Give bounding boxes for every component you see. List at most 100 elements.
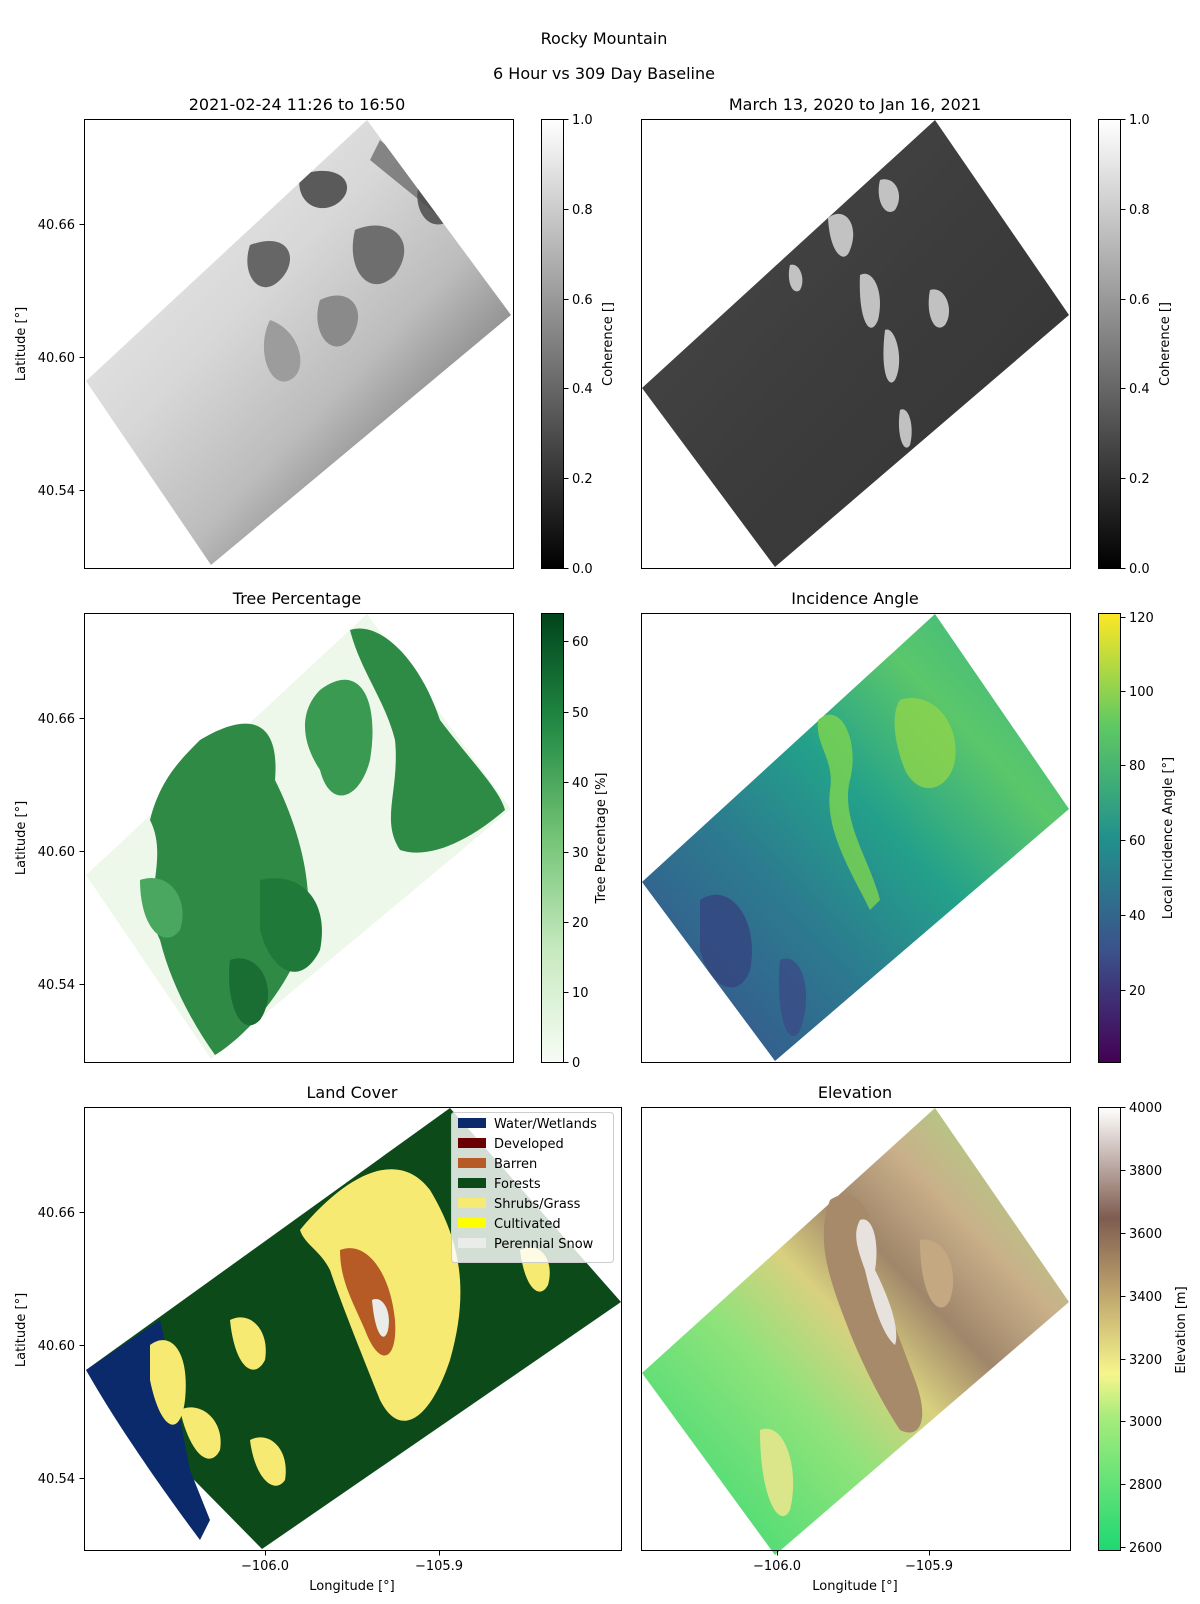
legend-entry: Shrubs/Grass — [494, 1197, 581, 1212]
x-tick-label: −105.9 — [415, 1559, 463, 1574]
colorbar-ticks: 0.0 0.2 0.4 0.6 0.8 1.0 — [563, 113, 593, 577]
legend-frame — [451, 1112, 614, 1263]
panel-incidence-angle: Incidence Angle 20 40 60 80 100 120 Loca… — [641, 589, 1176, 1063]
legend-swatch-water-wetlands — [458, 1118, 486, 1128]
panel-title: Elevation — [818, 1083, 892, 1102]
legend-swatch-shrubs-grass — [458, 1198, 486, 1208]
colorbar-tick-label: 80 — [1129, 759, 1146, 774]
colorbar-tick-label: 40 — [572, 776, 589, 791]
coherence-map-raster — [86, 120, 511, 565]
colorbar-tick-label: 4000 — [1129, 1101, 1162, 1116]
colorbar — [541, 119, 564, 569]
colorbar-tick-label: 1.0 — [1129, 113, 1150, 128]
colorbar-tick-label: 0 — [572, 1056, 580, 1071]
legend: Water/Wetlands Developed Barren Forests … — [451, 1112, 614, 1263]
x-tick-label: −106.0 — [241, 1559, 289, 1574]
colorbar-tick-label: 0.0 — [572, 562, 593, 577]
colorbar-label: Elevation [m] — [1174, 1286, 1189, 1373]
x-tick-label: −105.9 — [905, 1559, 953, 1574]
y-ticks: 40.66 40.60 40.54 — [38, 1206, 85, 1487]
y-tick-label: 40.54 — [38, 484, 75, 499]
legend-entry: Perennial Snow — [494, 1237, 594, 1252]
axes-frame — [641, 1107, 1071, 1551]
colorbar-tick-label: 3200 — [1129, 1353, 1162, 1368]
colorbar-tick-label: 0.4 — [1129, 382, 1150, 397]
figure-subtitle: 6 Hour vs 309 Day Baseline — [493, 64, 715, 83]
colorbar-label: Local Incidence Angle [°] — [1161, 757, 1176, 919]
colorbar-tick-label: 120 — [1129, 611, 1154, 626]
panel-title: Incidence Angle — [791, 589, 919, 608]
legend-swatch-perennial-snow — [458, 1238, 486, 1248]
legend-entry: Water/Wetlands — [494, 1117, 597, 1132]
y-axis-label: Latitude [°] — [14, 307, 29, 381]
colorbar-tick-label: 10 — [572, 986, 589, 1001]
x-tick-label: −106.0 — [753, 1559, 801, 1574]
colorbar-tick-label: 2600 — [1129, 1541, 1162, 1556]
panel-coherence-6hour: 2021-02-24 11:26 to 16:50 40.66 40.60 40… — [14, 95, 616, 577]
colorbar-tick-label: 3000 — [1129, 1415, 1162, 1430]
coherence-bright-features — [788, 179, 950, 448]
panel-coherence-309day: March 13, 2020 to Jan 16, 2021 0.0 0.2 0… — [641, 95, 1173, 577]
y-ticks: 40.66 40.60 40.54 — [38, 218, 85, 499]
panel-title: Tree Percentage — [232, 589, 361, 608]
incidence-ridge-features — [700, 698, 956, 1037]
panel-title: Land Cover — [307, 1083, 398, 1102]
legend-swatch-cultivated — [458, 1218, 486, 1228]
axes-frame — [84, 1107, 622, 1551]
colorbar-tick-label: 20 — [1129, 984, 1146, 999]
y-tick-label: 40.66 — [38, 1206, 75, 1221]
colorbar-ticks: 0 10 20 30 40 50 60 — [563, 635, 589, 1071]
coherence-map-raster — [642, 120, 1069, 567]
colorbar-tick-label: 60 — [572, 635, 589, 650]
colorbar-tick-label: 30 — [572, 846, 589, 861]
legend-swatch-developed — [458, 1138, 486, 1148]
colorbar-tick-label: 20 — [572, 916, 589, 931]
colorbar-ticks: 20 40 60 80 100 120 — [1120, 611, 1154, 999]
colorbar — [1098, 119, 1121, 569]
colorbar-tick-label: 0.6 — [1129, 293, 1150, 308]
x-ticks: −106.0 −105.9 — [241, 1550, 463, 1574]
legend-entry: Barren — [494, 1157, 537, 1172]
x-axis-label: Longitude [°] — [309, 1579, 394, 1594]
colorbar-tick-label: 0.0 — [1129, 562, 1150, 577]
x-axis-label: Longitude [°] — [812, 1579, 897, 1594]
colorbar-tick-label: 3800 — [1129, 1164, 1162, 1179]
panel-elevation: Elevation −106.0 −105.9 Longitude [°] 26 — [641, 1083, 1189, 1594]
colorbar — [1098, 1107, 1121, 1551]
colorbar-tick-label: 100 — [1129, 685, 1154, 700]
colorbar — [541, 613, 564, 1063]
axes-frame — [84, 119, 514, 569]
x-ticks: −106.0 −105.9 — [753, 1550, 953, 1574]
legend-swatch-forests — [458, 1178, 486, 1188]
y-tick-label: 40.60 — [38, 845, 75, 860]
colorbar-tick-label: 0.8 — [572, 203, 593, 218]
colorbar-label: Tree Percentage [%] — [594, 773, 609, 905]
colorbar-tick-label: 3600 — [1129, 1227, 1162, 1242]
colorbar-ticks: 0.0 0.2 0.4 0.6 0.8 1.0 — [1120, 113, 1150, 577]
axes-frame — [84, 613, 514, 1063]
legend-entry: Forests — [494, 1177, 541, 1192]
legend-entry: Developed — [494, 1137, 564, 1152]
elevation-ridge-features — [760, 1194, 954, 1517]
landcover-class-patches — [86, 1169, 550, 1540]
y-tick-label: 40.66 — [38, 218, 75, 233]
y-axis-label: Latitude [°] — [14, 1293, 29, 1367]
colorbar-tick-label: 0.2 — [1129, 472, 1150, 487]
tree-forest-patches — [140, 628, 505, 1055]
colorbar-tick-label: 2800 — [1129, 1478, 1162, 1493]
colorbar-label: Coherence [] — [1158, 302, 1173, 386]
colorbar-tick-label: 40 — [1129, 909, 1146, 924]
colorbar-label: Coherence [] — [601, 302, 616, 386]
axes-frame — [641, 119, 1071, 569]
legend-entry: Cultivated — [494, 1217, 561, 1232]
colorbar-ticks: 2600 2800 3000 3200 3400 3600 3800 4000 — [1120, 1101, 1162, 1556]
figure-title: Rocky Mountain — [541, 29, 668, 48]
y-ticks: 40.66 40.60 40.54 — [38, 712, 85, 993]
legend-swatch-barren — [458, 1158, 486, 1168]
y-axis-label: Latitude [°] — [14, 801, 29, 875]
colorbar-tick-label: 0.4 — [572, 382, 593, 397]
y-tick-label: 40.54 — [38, 978, 75, 993]
panel-tree-percentage: Tree Percentage 40.66 40.60 40.54 Latitu… — [14, 589, 609, 1071]
colorbar-tick-label: 50 — [572, 706, 589, 721]
